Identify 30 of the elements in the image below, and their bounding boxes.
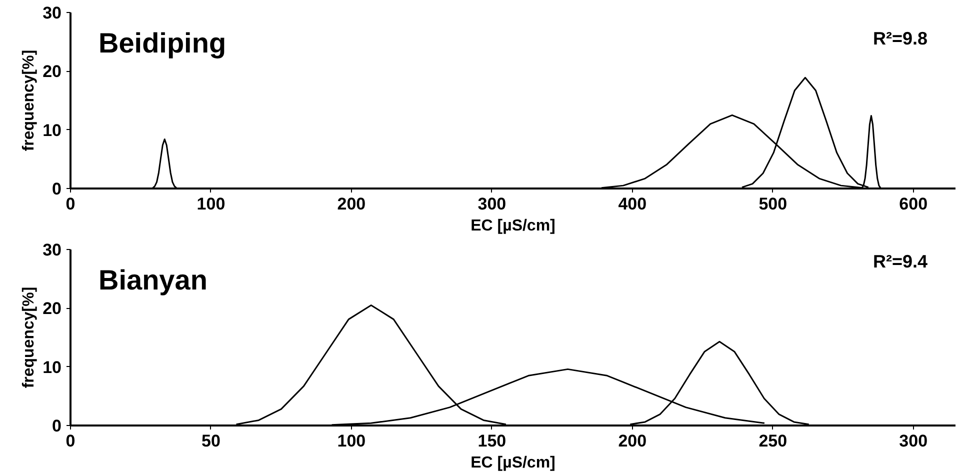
y-tick-label: 20 — [42, 62, 62, 82]
annotation: R²=9.4 — [872, 252, 928, 272]
annotation: R²=9.8 — [872, 28, 928, 48]
text: Beidiping — [98, 28, 226, 58]
x-tick-label: 200 — [337, 194, 366, 214]
x-tick-label: 300 — [478, 194, 506, 214]
x-tick-label: 300 — [899, 432, 928, 450]
text: Bianyan — [98, 264, 208, 296]
x-tick-label: 400 — [618, 194, 647, 214]
x-axis-title: EC [µS/cm] — [470, 454, 556, 472]
y-tick-label: 10 — [42, 358, 62, 377]
x-tick-label: 100 — [196, 194, 226, 214]
y-tick-label: 0 — [52, 180, 62, 198]
y-tick-label: 30 — [42, 4, 62, 22]
x-tick-label: 0 — [66, 194, 76, 214]
y-axis-title: frequency[%] — [20, 50, 38, 152]
x-tick-label: 50 — [202, 432, 220, 450]
x-tick-label: 600 — [899, 194, 928, 214]
y-tick-label: 20 — [42, 299, 62, 318]
x-axis-title: EC [µS/cm] — [470, 218, 556, 234]
y-tick-label: 10 — [42, 120, 62, 140]
y-axis-title: frequency[%] — [20, 286, 38, 388]
x-tick-label: 500 — [758, 194, 788, 214]
x-tick-label: 150 — [478, 432, 506, 450]
x-tick-label: 250 — [758, 432, 788, 450]
y-tick-label: 30 — [42, 240, 62, 260]
x-tick-label: 200 — [618, 432, 647, 450]
x-tick-label: 0 — [66, 432, 76, 450]
x-tick-label: 100 — [337, 432, 366, 450]
y-tick-label: 0 — [52, 416, 62, 436]
